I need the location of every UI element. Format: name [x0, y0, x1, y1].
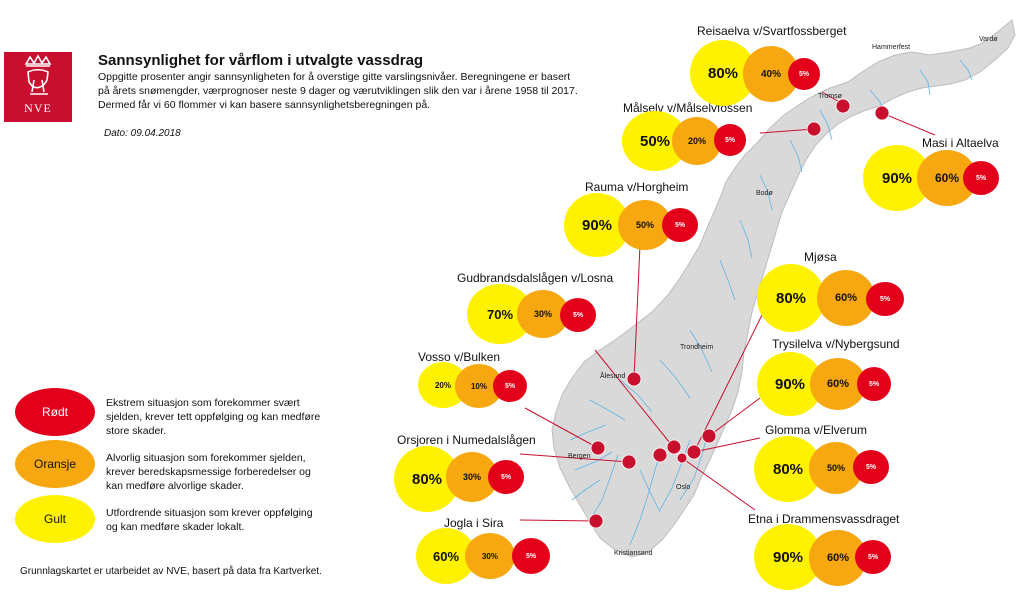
red-bubble-masi: 5%	[963, 161, 999, 195]
crown-lion-icon	[24, 54, 52, 95]
region-label-gudbrandsdal: Gudbrandsdalslågen v/Losna	[457, 271, 614, 285]
legend-yellow-text: Utfordrende situasjon som krever oppfølg…	[106, 507, 313, 533]
red-bubble-rauma: 5%	[662, 208, 698, 242]
legend-orange-circle: Oransje	[15, 440, 95, 488]
marker-glomma	[652, 447, 668, 463]
city-label-oslo: Oslo	[676, 484, 691, 491]
orange-bubble-jogla: 30%	[465, 533, 515, 579]
marker-gudbrandsdal	[666, 439, 682, 455]
marker-masi	[874, 105, 890, 121]
region-label-masi: Masi i Altaelva	[922, 136, 999, 150]
logo-text: NVE	[24, 101, 52, 115]
norway-landmass	[551, 19, 1016, 558]
legend-orange-text: Alvorlig situasjon som forekommer sjelde…	[106, 452, 311, 492]
station-markers	[588, 98, 890, 529]
city-label-tromso: Tromsø	[818, 93, 842, 100]
legend-red-text: Ekstrem situasjon som forekommer svært s…	[106, 397, 321, 437]
orange-bubble-trysil: 60%	[810, 358, 866, 410]
marker-vosso	[590, 440, 606, 456]
river-network	[569, 59, 973, 546]
region-label-orsjoren: Orsjoren i Numedalslågen	[397, 433, 536, 447]
region-label-reisaelva: Reisaelva v/Svartfossberget	[697, 24, 847, 38]
red-bubble-etna: 5%	[855, 540, 891, 574]
legend-orange-label: Oransje	[33, 457, 77, 471]
region-label-etna: Etna i Drammensvassdraget	[748, 512, 900, 526]
city-label-trondheim: Trondheim	[680, 344, 714, 351]
city-label-hammerfest: Hammerfest	[872, 44, 911, 51]
city-label-bodo: Bodø	[756, 190, 773, 197]
legend-red-label: Rødt	[41, 405, 68, 419]
red-bubble-vosso: 5%	[493, 370, 527, 402]
leader-lines	[519, 91, 936, 522]
red-bubble-orsjoren: 5%	[488, 460, 524, 494]
red-bubble-jogla: 5%	[512, 538, 550, 574]
marker-jogla	[588, 513, 604, 529]
red-bubble-malselv: 5%	[714, 124, 746, 156]
marker-mjosa	[686, 444, 702, 460]
orange-bubble-malselv: 20%	[672, 117, 722, 165]
city-label-vardo: Vardø	[979, 36, 998, 43]
yellow-bubble-rauma: 90%	[564, 193, 630, 257]
marker-malselv	[806, 121, 822, 137]
city-label-bergen: Bergen	[568, 453, 591, 460]
legend-yellow-circle: Gult	[15, 495, 95, 543]
legend-red-circle: Rødt	[15, 388, 95, 436]
nve-logo: NVE	[4, 52, 72, 122]
city-label-alesund: Ålesund	[600, 373, 626, 380]
orange-bubble-mjosa: 60%	[817, 270, 875, 326]
yellow-bubble-etna: 90%	[754, 524, 822, 590]
marker-trysil	[701, 428, 717, 444]
region-label-jogla: Jogla i Sira	[444, 516, 504, 530]
red-bubble-reisaelva: 5%	[788, 58, 820, 90]
legend-yellow-label: Gult	[43, 512, 66, 526]
city-label-kristiansand: Kristiansand	[614, 550, 653, 557]
yellow-bubble-mjosa: 80%	[757, 264, 825, 332]
marker-etna	[676, 452, 688, 464]
map-credit: Grunnlagskartet er utarbeidet av NVE, ba…	[20, 566, 322, 577]
marker-rauma	[626, 371, 642, 387]
region-label-vosso: Vosso v/Bulken	[418, 350, 501, 364]
marker-reisaelva	[835, 98, 851, 114]
page-subtitle: Oppgitte prosenter angir sannsynligheten…	[98, 71, 578, 111]
orange-bubble-vosso: 10%	[455, 364, 503, 408]
region-label-rauma: Rauma v/Horgheim	[585, 180, 689, 194]
marker-orsjoren	[621, 454, 637, 470]
region-label-mjosa: Mjøsa	[804, 250, 837, 264]
red-bubble-trysil: 5%	[857, 367, 891, 401]
region-label-glomma: Glomma v/Elverum	[765, 423, 868, 437]
red-bubble-glomma: 5%	[853, 450, 889, 484]
red-bubble-gudbrandsdal: 5%	[560, 298, 596, 332]
report-date: Dato: 09.04.2018	[104, 128, 181, 139]
page-title: Sannsynlighet for vårflom i utvalgte vas…	[98, 52, 424, 69]
region-label-trysil: Trysilelva v/Nybergsund	[772, 337, 900, 351]
red-bubble-mjosa: 5%	[866, 282, 904, 316]
